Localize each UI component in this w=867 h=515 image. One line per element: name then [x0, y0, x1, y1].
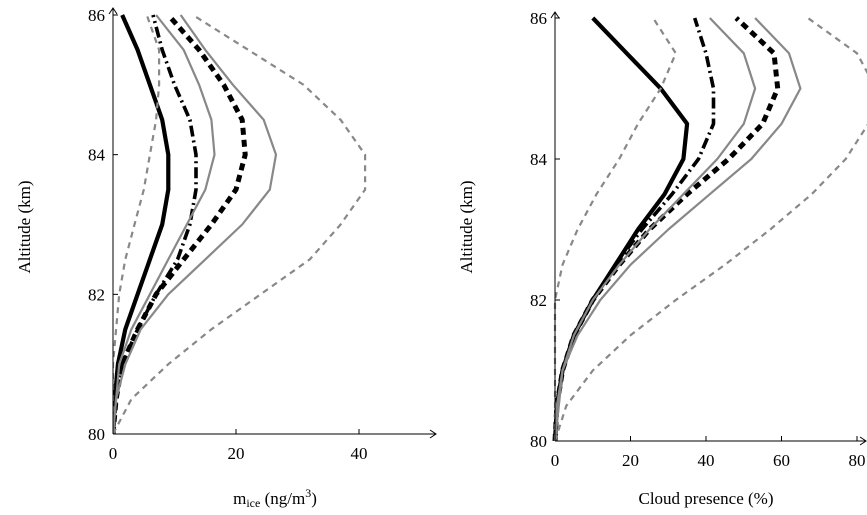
y-tick-label: 80: [88, 425, 105, 444]
series-line-7: [113, 14, 161, 434]
x-axis-label-sub: ice: [246, 496, 260, 510]
y-tick-label: 82: [88, 285, 105, 304]
chart-panel-ice-mass: 80 82 84 86 0 20 40 Altitude (km) mice (ng/m3…: [15, 6, 437, 510]
series-line-6: [113, 14, 367, 435]
chart-panel-cloud-presence: 80 82 84 86 0 20 40 60 80 Altitude (km) Cloud p…: [457, 9, 867, 508]
y-tick-label: 84: [88, 146, 106, 165]
series-line-2: [113, 14, 198, 435]
axes: [108, 7, 437, 439]
x-tick-label: 20: [622, 451, 639, 470]
x-axis-label-close: ): [311, 489, 317, 508]
y-tick-labels: 80 82 84 86: [88, 6, 106, 444]
series-line-1: [113, 14, 171, 435]
x-tick-label: 0: [109, 444, 118, 463]
y-axis-arrowhead: [108, 7, 118, 15]
x-tick-label: 60: [773, 451, 790, 470]
y-axis-label: Altitude (km): [15, 180, 34, 273]
series-line-6: [553, 17, 867, 442]
y-axis-label: Altitude (km): [457, 180, 476, 273]
y-tick-label: 82: [530, 291, 547, 310]
series-line-5: [113, 14, 278, 435]
x-tick-labels: 0 20 40: [109, 444, 368, 463]
series-group: [552, 16, 867, 442]
y-tick-label: 80: [530, 432, 547, 451]
x-axis-label-units: (ng/m: [260, 489, 305, 508]
x-tick-label: 40: [351, 444, 368, 463]
x-axis-arrowhead: [429, 429, 437, 439]
series-group: [113, 13, 367, 435]
y-tick-label: 84: [530, 150, 548, 169]
x-axis-label-main: m: [233, 489, 246, 508]
y-tick-label: 86: [530, 9, 547, 28]
x-axis-arrowhead: [859, 436, 867, 446]
x-tick-label: 0: [551, 451, 560, 470]
x-axis-label: mice (ng/m3): [233, 486, 317, 510]
series-line-7: [553, 17, 677, 441]
x-tick-label: 20: [228, 444, 245, 463]
x-tick-label: 40: [698, 451, 715, 470]
series-line-5: [553, 17, 802, 442]
x-tick-labels: 0 20 40 60 80: [551, 451, 866, 470]
axes: [550, 11, 867, 446]
y-axis-arrowhead: [550, 11, 560, 19]
series-line-3: [113, 13, 248, 435]
x-axis-label: Cloud presence (%): [638, 489, 773, 508]
series-line-3: [552, 16, 781, 442]
x-tick-label: 80: [849, 451, 866, 470]
series-line-4: [113, 14, 216, 435]
y-tick-label: 86: [88, 6, 105, 25]
series-line-2: [553, 17, 716, 442]
x-axis-label-sup: 3: [305, 486, 311, 500]
y-tick-labels: 80 82 84 86: [530, 9, 548, 451]
